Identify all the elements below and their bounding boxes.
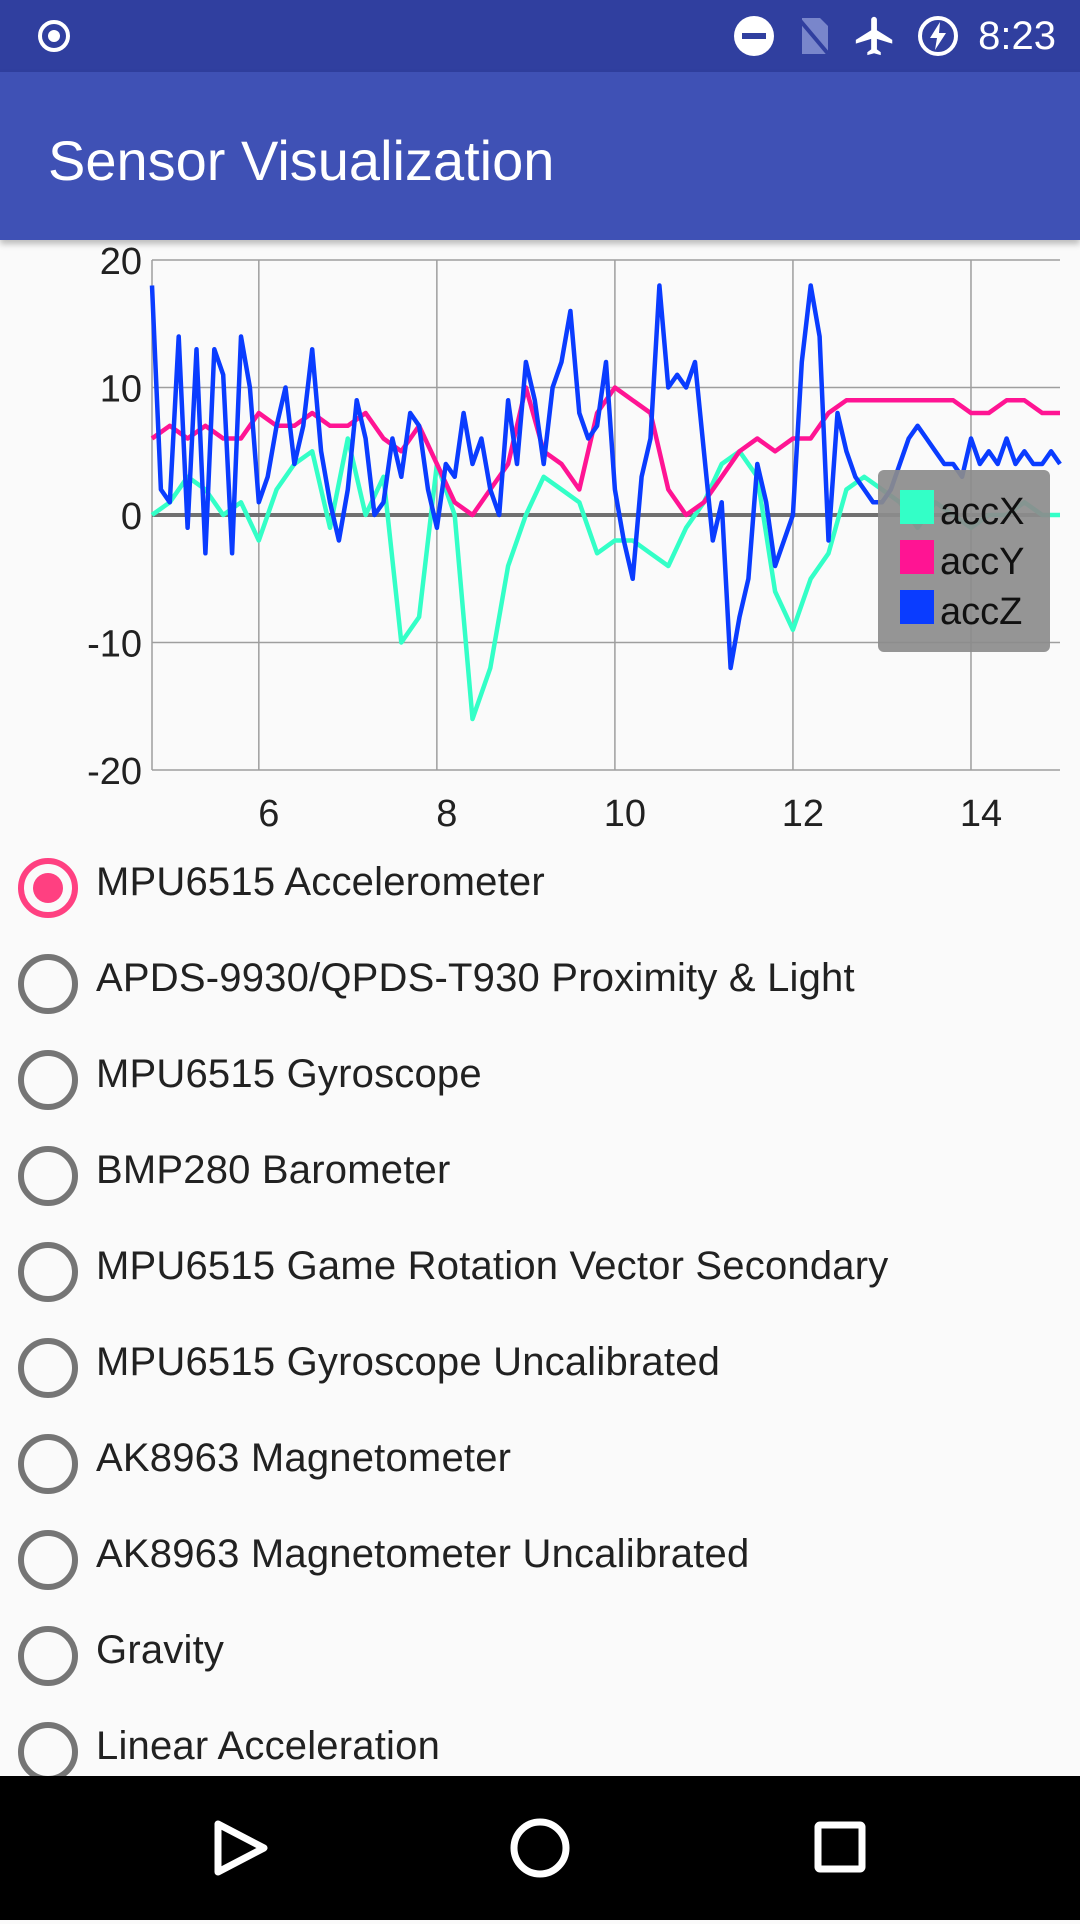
y-tick-label: 20	[100, 241, 142, 283]
radio-button[interactable]	[18, 1338, 78, 1398]
sensor-option[interactable]: MPU6515 Accelerometer	[0, 840, 1080, 936]
radio-button[interactable]	[18, 1050, 78, 1110]
airplane-icon	[855, 16, 893, 56]
y-tick-label: 0	[121, 496, 142, 538]
status-bar: 8:23	[0, 0, 1080, 72]
radio-record-icon	[38, 20, 70, 52]
recents-icon[interactable]	[814, 1821, 866, 1873]
x-tick-label: 8	[436, 793, 457, 835]
sensor-option[interactable]: MPU6515 Game Rotation Vector Secondary	[0, 1224, 1080, 1320]
sensor-option[interactable]: BMP280 Barometer	[0, 1128, 1080, 1224]
radio-button[interactable]	[18, 1722, 78, 1782]
radio-button[interactable]	[18, 1626, 78, 1686]
sensor-option[interactable]: MPU6515 Gyroscope	[0, 1032, 1080, 1128]
do-not-disturb-icon	[734, 16, 775, 56]
radio-button[interactable]	[18, 1242, 78, 1302]
sensor-option-label: Linear Acceleration	[96, 1724, 441, 1768]
radio-button[interactable]	[18, 1530, 78, 1590]
sensor-option[interactable]: Gravity	[0, 1608, 1080, 1704]
sensor-option-label: MPU6515 Gyroscope	[96, 1052, 482, 1096]
sensor-option-label: Gravity	[96, 1628, 225, 1672]
radio-button[interactable]	[18, 1146, 78, 1206]
no-sim-icon	[796, 16, 832, 58]
legend-swatch-accY	[900, 540, 934, 574]
sensor-option-label: APDS-9930/QPDS-T930 Proximity & Light	[96, 956, 855, 1000]
legend-swatch-accZ	[900, 590, 934, 624]
legend-label-accZ: accZ	[940, 591, 1022, 633]
y-tick-label: -20	[87, 751, 142, 793]
x-tick-label: 10	[604, 793, 646, 835]
sensor-chart-svg: 20 10 0 -10 -20 6 8 10 12 14 accX accY accZ	[87, 241, 1062, 835]
x-tick-label: 12	[782, 793, 824, 835]
radio-button[interactable]	[18, 954, 78, 1014]
app-bar: Sensor Visualization	[0, 72, 1080, 240]
legend-swatch-accX	[900, 490, 934, 524]
home-icon[interactable]	[510, 1818, 570, 1878]
sensor-option-label: MPU6515 Accelerometer	[96, 860, 545, 904]
sensor-option[interactable]: AK8963 Magnetometer	[0, 1416, 1080, 1512]
app-title: Sensor Visualization	[48, 129, 555, 192]
y-tick-label: 10	[100, 369, 142, 411]
sensor-option[interactable]: AK8963 Magnetometer Uncalibrated	[0, 1512, 1080, 1608]
radio-button[interactable]	[18, 1434, 78, 1494]
x-tick-label: 14	[960, 793, 1002, 835]
radio-button-checked[interactable]	[18, 858, 78, 918]
sensor-radio-group: MPU6515 Accelerometer APDS-9930/QPDS-T930…	[0, 840, 1080, 1800]
status-time: 8:23	[978, 13, 1056, 58]
sensor-option-label: AK8963 Magnetometer Uncalibrated	[96, 1532, 750, 1576]
sensor-option[interactable]: APDS-9930/QPDS-T930 Proximity & Light	[0, 936, 1080, 1032]
series-line-accZ	[149, 283, 1062, 671]
battery-charging-icon	[918, 16, 959, 56]
sensor-option-label: MPU6515 Game Rotation Vector Secondary	[96, 1244, 889, 1288]
sensor-option-label: MPU6515 Gyroscope Uncalibrated	[96, 1340, 721, 1384]
navigation-bar	[0, 1776, 1080, 1920]
x-tick-label: 6	[258, 793, 279, 835]
back-icon[interactable]	[214, 1820, 268, 1876]
legend-label-accY: accY	[940, 541, 1024, 583]
sensor-option-label: BMP280 Barometer	[96, 1148, 451, 1192]
legend-label-accX: accX	[940, 491, 1024, 533]
y-tick-label: -10	[87, 624, 142, 666]
sensor-option-label: AK8963 Magnetometer	[96, 1436, 512, 1480]
sensor-option[interactable]: MPU6515 Gyroscope Uncalibrated	[0, 1320, 1080, 1416]
sensor-chart: 20 10 0 -10 -20 6 8 10 12 14 accX accY accZ	[0, 240, 1080, 840]
